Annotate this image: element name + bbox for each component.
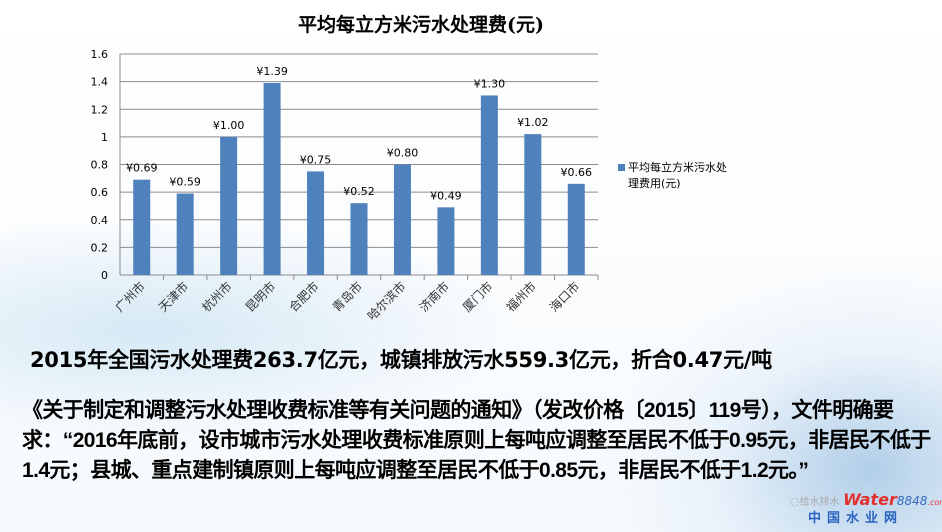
x-tick-label: 广州市 [112, 279, 148, 315]
y-tick-label: 1 [101, 131, 108, 144]
data-label: ¥1.02 [517, 116, 549, 129]
y-tick-label: 1.6 [91, 48, 109, 61]
x-tick-label: 昆明市 [242, 279, 278, 315]
bar [524, 134, 542, 275]
data-label: ¥1.00 [213, 119, 245, 132]
x-tick-label: 杭州市 [199, 279, 235, 315]
legend: 平均每立方米污水处 理费用(元) [618, 160, 758, 192]
headline: 2015年全国污水处理费263.7亿元，城镇排放污水559.3亿元，折合0.47… [30, 348, 772, 372]
watermark-wechat: 给水排水 [799, 497, 840, 508]
watermark-logo: Water [843, 490, 897, 509]
y-tick-label: 0.4 [91, 214, 109, 227]
y-tick-label: 0.8 [91, 159, 109, 172]
legend-label-line2: 理费用(元) [628, 177, 681, 190]
x-tick-label: 厦门市 [459, 279, 495, 315]
policy-paragraph: 《关于制定和调整污水处理收费标准等有关问题的通知》（发改价格〔2015〕119号… [22, 399, 931, 482]
watermark-logo-num: 8848 [896, 494, 928, 508]
bar [350, 203, 368, 275]
x-tick-label: 福州市 [503, 279, 539, 315]
bar [263, 83, 281, 275]
legend-label-line1: 平均每立方米污水处 [628, 161, 727, 174]
data-label: ¥1.39 [256, 65, 288, 78]
x-tick-label: 合肥市 [286, 279, 322, 315]
bar [307, 171, 325, 275]
x-tick-label: 海口市 [546, 279, 582, 315]
bar [133, 179, 151, 275]
bar [480, 95, 498, 275]
watermark-site: 中国水业网 [808, 511, 904, 526]
y-tick-label: 0 [101, 269, 108, 282]
y-tick-label: 1.2 [91, 103, 109, 116]
watermark-logo-suffix: .com [927, 498, 942, 507]
x-tick-label: 天津市 [155, 279, 191, 315]
y-tick-label: 1.4 [91, 76, 109, 89]
legend-swatch [618, 164, 625, 171]
bar [176, 193, 194, 275]
data-label: ¥0.66 [561, 166, 593, 179]
chart-title: 平均每立方米污水处理费(元) [298, 14, 544, 36]
x-tick-label: 青岛市 [329, 279, 365, 315]
x-tick-label: 哈尔滨市 [364, 279, 409, 324]
y-tick-label: 0.6 [91, 186, 109, 199]
y-tick-label: 0.2 [91, 241, 109, 254]
data-label: ¥0.75 [300, 153, 332, 166]
bar [437, 207, 455, 275]
data-label: ¥1.30 [474, 77, 506, 90]
wechat-icon: ◌ [790, 495, 800, 508]
bar [220, 136, 238, 275]
x-tick-label: 济南市 [416, 279, 452, 315]
bar [567, 183, 585, 275]
data-label: ¥0.59 [169, 176, 201, 189]
data-label: ¥0.52 [343, 185, 375, 198]
watermark: ◌给水排水 Water8848.com 中国水业网 [790, 490, 942, 527]
bar [393, 164, 411, 275]
data-label: ¥0.69 [126, 162, 158, 175]
data-label: ¥0.49 [430, 189, 462, 202]
bar-chart: 0 0.2 0.4 0.6 0.8 1 1.2 1.4 1.6 ¥0.69 广州市 ¥0.59 天津市 ¥… [91, 48, 599, 324]
data-label: ¥0.80 [387, 147, 419, 160]
